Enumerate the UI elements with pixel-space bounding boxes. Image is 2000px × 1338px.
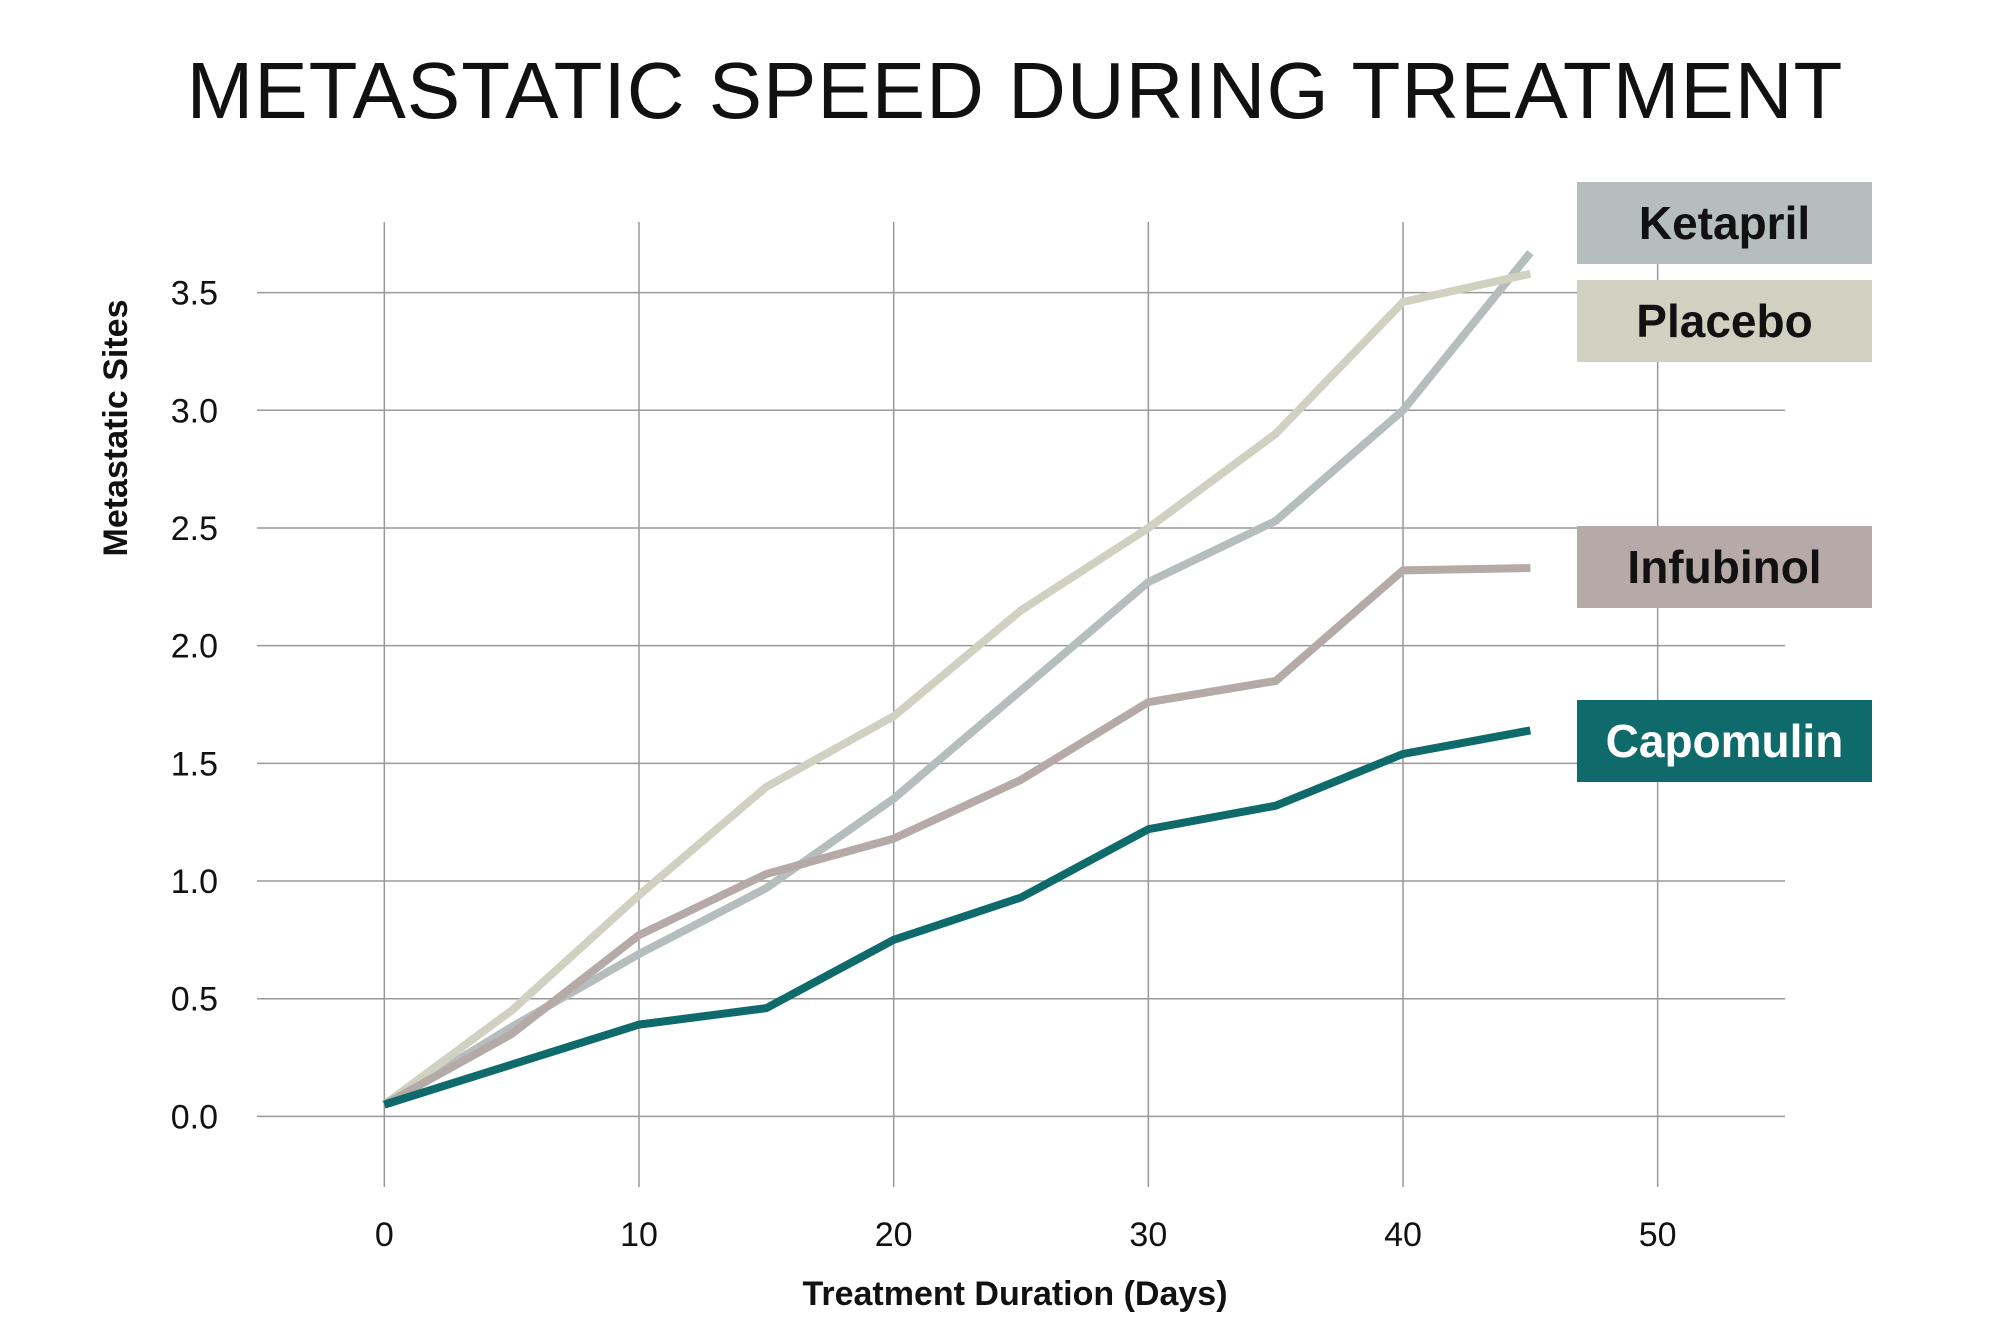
legend-swatch-ketapril bbox=[1577, 182, 1872, 264]
x-tick-label: 30 bbox=[1129, 1216, 1167, 1254]
legend-item-capomulin: Capomulin bbox=[1577, 700, 1872, 782]
series-line-ketapril bbox=[382, 250, 1534, 1109]
legend-item-infubinol: Infubinol bbox=[1577, 526, 1872, 608]
x-tick-labels: 0 10 20 30 40 50 bbox=[375, 1216, 1677, 1254]
series-line-placebo bbox=[381, 269, 1532, 1108]
x-tick-label: 10 bbox=[620, 1216, 658, 1254]
legend-label-infubinol: Infubinol bbox=[1627, 541, 1821, 593]
y-tick-label: 2.5 bbox=[171, 510, 218, 548]
x-axis-label: Treatment Duration (Days) bbox=[802, 1275, 1227, 1313]
y-axis-label: Metastatic Sites bbox=[97, 300, 135, 557]
legend-label-capomulin: Capomulin bbox=[1606, 715, 1844, 767]
legend-label-placebo: Placebo bbox=[1636, 295, 1812, 347]
legend-swatch-infubinol bbox=[1577, 526, 1872, 608]
y-tick-label: 0.5 bbox=[171, 981, 218, 1019]
chart-title: METASTATIC SPEED DURING TREATMENT bbox=[187, 46, 1844, 135]
series-line-capomulin bbox=[383, 726, 1532, 1109]
y-tick-label: 0.0 bbox=[171, 1098, 218, 1136]
y-tick-label: 2.0 bbox=[171, 628, 218, 666]
x-tick-label: 40 bbox=[1384, 1216, 1422, 1254]
x-tick-label: 0 bbox=[375, 1216, 394, 1254]
legend-item-ketapril: Ketapril bbox=[1577, 182, 1872, 264]
series-line-infubinol bbox=[382, 563, 1531, 1109]
y-tick-label: 3.0 bbox=[171, 392, 218, 430]
legend-swatch-placebo bbox=[1577, 280, 1872, 362]
legend-item-placebo: Placebo bbox=[1577, 280, 1872, 362]
series-lines bbox=[381, 250, 1534, 1109]
y-tick-label: 1.5 bbox=[171, 745, 218, 783]
legend: Ketapril Placebo Infubinol Capomulin bbox=[1577, 182, 1872, 782]
legend-swatch-capomulin bbox=[1577, 700, 1872, 782]
y-tick-label: 1.0 bbox=[171, 863, 218, 901]
y-tick-label: 3.5 bbox=[171, 275, 218, 313]
x-tick-label: 50 bbox=[1639, 1216, 1677, 1254]
legend-label-ketapril: Ketapril bbox=[1639, 197, 1810, 249]
y-tick-labels: 0.0 0.5 1.0 1.5 2.0 2.5 3.0 3.5 bbox=[171, 275, 218, 1137]
x-tick-label: 20 bbox=[875, 1216, 913, 1254]
